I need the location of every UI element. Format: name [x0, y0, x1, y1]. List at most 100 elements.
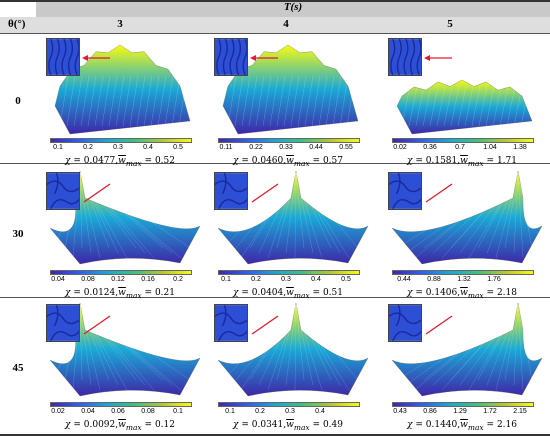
colorbar-tick: 0.7 — [455, 144, 465, 151]
surface-plot — [54, 44, 191, 135]
mode-shape-inset — [46, 38, 80, 76]
arrow-icon — [82, 55, 110, 61]
colorbar — [218, 138, 360, 143]
comma: , — [283, 156, 287, 166]
colorbar-tick: 0.33 — [279, 144, 293, 151]
w-symbol: w — [118, 156, 126, 166]
wmax-value: 0.52 — [154, 156, 175, 166]
mode-shape-inset — [214, 172, 248, 210]
colorbar — [50, 270, 192, 275]
equals-sign: = — [412, 288, 426, 298]
mode-shape-inset — [214, 38, 248, 76]
colorbar-tick: 0.88 — [427, 276, 441, 283]
arrow-icon — [424, 55, 452, 61]
colorbar-tick: 0.02 — [51, 408, 65, 415]
colorbar-tick: 0.5 — [173, 144, 183, 151]
colorbar-tick: 0.08 — [141, 408, 155, 415]
max-subscript: max — [467, 158, 484, 168]
max-subscript: max — [293, 290, 310, 300]
colorbar-tick: 0.4 — [143, 144, 153, 151]
period-header: T(s) — [283, 1, 303, 13]
colorbar-tick: 1.72 — [483, 408, 497, 415]
comma: , — [457, 420, 461, 430]
colorbar-tick: 0.04 — [81, 408, 95, 415]
mode-shape-inset — [46, 172, 80, 210]
colorbar-tick: 0.2 — [251, 276, 261, 283]
equals-sign: = — [483, 288, 497, 298]
top-rule — [0, 0, 550, 2]
colorbar-tick: 0.3 — [285, 408, 295, 415]
max-subscript: max — [467, 422, 484, 432]
equals-sign: = — [309, 288, 323, 298]
colorbar-tick: 0.11 — [219, 144, 233, 151]
colorbar-tick: 0.2 — [173, 276, 183, 283]
colorbar-tick: 0.1 — [221, 276, 231, 283]
comma: , — [457, 156, 461, 166]
colorbar-tick: 0.1 — [173, 408, 183, 415]
colorbar-tick: 0.4 — [315, 408, 325, 415]
colorbar-tick: 0.44 — [397, 276, 411, 283]
header-sub-band — [0, 17, 550, 33]
result-caption: χ = 0.0404,wmax = 0.51 — [208, 288, 368, 300]
surface-plot — [217, 302, 369, 397]
w-symbol: w — [118, 288, 126, 298]
w-symbol: w — [286, 156, 294, 166]
chi-symbol: χ — [233, 420, 239, 430]
colorbar-tick: 0.2 — [83, 144, 93, 151]
wmax-value: 0.21 — [154, 288, 175, 298]
colorbar — [392, 402, 534, 407]
comma: , — [457, 288, 461, 298]
colorbar-tick: 0.55 — [339, 144, 353, 151]
result-caption: χ = 0.0477,wmax = 0.52 — [40, 156, 200, 168]
row-divider-2 — [0, 297, 550, 298]
result-caption: χ = 0.1440,wmax = 2.16 — [382, 420, 542, 432]
cell-theta30-t4: 0.1 0.2 0.3 0.4 0.5 χ = 0.0404,wmax = 0.51 — [208, 168, 378, 308]
surface-plot — [217, 170, 369, 265]
surface-plot — [49, 170, 201, 265]
cell-theta30-t5: 0.44 0.88 1.32 1.76 χ = 0.1406,wmax = 2.18 — [382, 168, 550, 308]
row-label-30: 30 — [12, 228, 24, 240]
comma: , — [115, 156, 119, 166]
max-subscript: max — [125, 422, 142, 432]
colorbar-tick: 0.3 — [113, 144, 123, 151]
cell-theta0-t5: 0.02 0.36 0.7 1.04 1.38 χ = 0.1581,wmax = 1.… — [382, 36, 550, 176]
equals-sign: = — [70, 156, 84, 166]
colorbar-ticks: 0.1 0.2 0.3 0.4 — [218, 408, 360, 418]
comma: , — [115, 288, 119, 298]
colorbar-tick: 0.04 — [51, 276, 65, 283]
cell-theta45-t3: 0.02 0.04 0.06 0.08 0.1 χ = 0.0092,wmax = 0.… — [40, 300, 210, 437]
max-subscript: max — [293, 422, 310, 432]
surface-plot — [391, 170, 543, 265]
equals-sign: = — [238, 288, 252, 298]
colorbar — [392, 270, 534, 275]
colorbar-tick: 1.76 — [487, 276, 501, 283]
colorbar-tick: 0.44 — [309, 144, 323, 151]
equals-sign: = — [141, 156, 155, 166]
header-top-band — [36, 0, 550, 17]
chi-value: 0.0124 — [83, 288, 116, 298]
colorbar-tick: 0.3 — [281, 276, 291, 283]
wmax-value: 1.71 — [496, 156, 517, 166]
chi-value: 0.0092 — [83, 420, 116, 430]
colorbar-ticks: 0.02 0.36 0.7 1.04 1.38 — [392, 144, 534, 154]
colorbar-ticks: 0.04 0.08 0.12 0.16 0.2 — [50, 276, 192, 286]
wmax-value: 0.51 — [322, 288, 343, 298]
arrow-icon — [250, 55, 278, 61]
result-caption: χ = 0.1581,wmax = 1.71 — [382, 156, 542, 168]
mode-shape-inset — [214, 304, 248, 342]
equals-sign: = — [412, 156, 426, 166]
equals-sign: = — [483, 156, 497, 166]
w-symbol: w — [118, 420, 126, 430]
column-header-4: 4 — [283, 18, 289, 30]
colorbar-tick: 0.2 — [255, 408, 265, 415]
surface-plot — [222, 44, 359, 135]
w-symbol: w — [460, 156, 468, 166]
max-subscript: max — [125, 158, 142, 168]
colorbar-tick: 0.5 — [341, 276, 351, 283]
arrow-icon — [425, 315, 453, 335]
result-caption: χ = 0.1406,wmax = 2.18 — [382, 288, 542, 300]
mode-shape-inset — [388, 38, 422, 76]
colorbar-tick: 0.1 — [53, 144, 63, 151]
colorbar-tick: 1.32 — [457, 276, 471, 283]
result-caption: χ = 0.0460,wmax = 0.57 — [208, 156, 368, 168]
